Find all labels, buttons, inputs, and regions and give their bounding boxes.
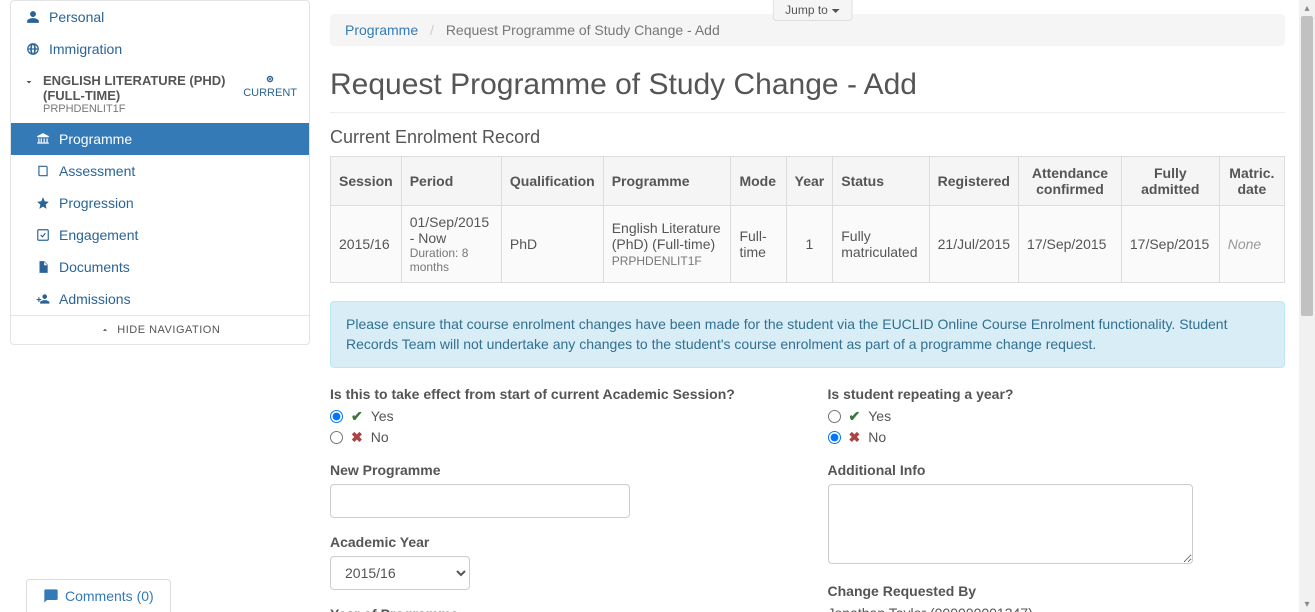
sidebar-item-label: Programme	[59, 131, 132, 147]
sidebar-item-programme[interactable]: Programme	[11, 123, 309, 155]
label-year-of-programme: Year of Programme	[330, 606, 788, 612]
cell-attendance: 17/Sep/2015	[1019, 206, 1122, 283]
cell-qualification: PhD	[501, 206, 603, 283]
institution-icon	[33, 132, 53, 146]
chevron-down-icon	[23, 73, 43, 91]
th-qualification: Qualification	[501, 157, 603, 206]
comments-icon	[43, 588, 59, 604]
book-icon	[33, 164, 53, 178]
check-icon: ✔	[351, 408, 363, 425]
sidebar-item-assessment[interactable]: Assessment	[11, 155, 309, 187]
sidebar-item-progression[interactable]: Progression	[11, 187, 309, 219]
cell-status: Fully matriculated	[833, 206, 929, 283]
current-badge: CURRENT	[243, 73, 297, 99]
breadcrumb-link-programme[interactable]: Programme	[345, 22, 418, 38]
check-icon: ✔	[849, 408, 861, 425]
radio-repeat-no[interactable]	[828, 431, 841, 444]
page-title: Request Programme of Study Change - Add	[330, 68, 1285, 113]
section-title-enrolment: Current Enrolment Record	[330, 127, 1285, 148]
radio-repeat-yes[interactable]	[828, 410, 841, 423]
th-status: Status	[833, 157, 929, 206]
caret-down-icon	[832, 9, 840, 13]
sidebar-item-engagement[interactable]: Engagement	[11, 219, 309, 251]
th-matric: Matric. date	[1219, 157, 1284, 206]
academic-year-select[interactable]: 2015/16	[330, 556, 470, 590]
sidebar-item-documents[interactable]: Documents	[11, 251, 309, 283]
cell-registered: 21/Jul/2015	[929, 206, 1018, 283]
enrolment-table: Session Period Qualification Programme M…	[330, 156, 1285, 283]
scroll-up-arrow[interactable]: ▴	[1299, 0, 1315, 16]
sidebar-item-label: Documents	[59, 259, 130, 275]
label-repeating-question: Is student repeating a year?	[828, 386, 1286, 402]
cell-admitted: 17/Sep/2015	[1121, 206, 1219, 283]
label-effect-question: Is this to take effect from start of cur…	[330, 386, 788, 402]
label-academic-year: Academic Year	[330, 534, 788, 550]
check-square-icon	[33, 228, 53, 242]
cell-session: 2015/16	[331, 206, 402, 283]
sidebar-item-immigration[interactable]: Immigration	[11, 33, 309, 65]
cell-programme: English Literature (PhD) (Full-time) PRP…	[603, 206, 731, 283]
scrollbar[interactable]: ▴ ▾	[1299, 0, 1315, 612]
table-row: 2015/16 01/Sep/2015 - Now Duration: 8 mo…	[331, 206, 1285, 283]
th-period: Period	[401, 157, 501, 206]
sidebar-item-label: Immigration	[49, 41, 122, 57]
scroll-thumb[interactable]	[1301, 16, 1313, 316]
sidebar-item-personal[interactable]: Personal	[11, 1, 309, 33]
cross-icon: ✖	[849, 429, 861, 446]
sidebar-item-label: Personal	[49, 9, 104, 25]
programme-title: ENGLISH LITERATURE (PHD) (FULL-TIME)	[43, 73, 243, 103]
globe-icon	[23, 42, 43, 56]
sidebar-item-label: Assessment	[59, 163, 135, 179]
th-registered: Registered	[929, 157, 1018, 206]
jump-to-dropdown[interactable]: Jump to	[772, 0, 853, 21]
th-mode: Mode	[731, 157, 786, 206]
label-new-programme: New Programme	[330, 462, 788, 478]
label-change-requested-by: Change Requested By	[828, 583, 1286, 599]
star-icon	[33, 196, 53, 210]
user-icon	[23, 10, 43, 24]
cell-year: 1	[786, 206, 833, 283]
file-icon	[33, 260, 53, 274]
th-session: Session	[331, 157, 402, 206]
breadcrumb-current: Request Programme of Study Change - Add	[446, 22, 720, 38]
radio-effect-no[interactable]	[330, 431, 343, 444]
info-alert: Please ensure that course enrolment chan…	[330, 301, 1285, 368]
user-plus-icon	[33, 292, 53, 306]
new-programme-input[interactable]	[330, 484, 630, 518]
comments-tab[interactable]: Comments (0)	[26, 579, 171, 612]
scroll-down-arrow[interactable]: ▾	[1299, 596, 1315, 612]
th-year: Year	[786, 157, 833, 206]
cell-mode: Full-time	[731, 206, 786, 283]
th-admitted: Fully admitted	[1121, 157, 1219, 206]
sidebar-item-label: Engagement	[59, 227, 138, 243]
radio-effect-yes[interactable]	[330, 410, 343, 423]
th-attendance: Attendance confirmed	[1019, 157, 1122, 206]
requester-name: Jonathan Taylor (000000001347)	[828, 605, 1286, 612]
label-additional-info: Additional Info	[828, 462, 1286, 478]
cross-icon: ✖	[351, 429, 363, 446]
programme-code: PRPHDENLIT1F	[43, 103, 243, 115]
th-programme: Programme	[603, 157, 731, 206]
sidebar-item-label: Progression	[59, 195, 134, 211]
sidebar-programme-expander[interactable]: ENGLISH LITERATURE (PHD) (FULL-TIME) PRP…	[11, 65, 309, 123]
cell-matric: None	[1219, 206, 1284, 283]
additional-info-textarea[interactable]	[828, 484, 1193, 564]
hide-navigation-button[interactable]: HIDE NAVIGATION	[11, 315, 309, 344]
sidebar-item-admissions[interactable]: Admissions	[11, 283, 309, 315]
cell-period: 01/Sep/2015 - Now Duration: 8 months	[401, 206, 501, 283]
sidebar-item-label: Admissions	[59, 291, 131, 307]
